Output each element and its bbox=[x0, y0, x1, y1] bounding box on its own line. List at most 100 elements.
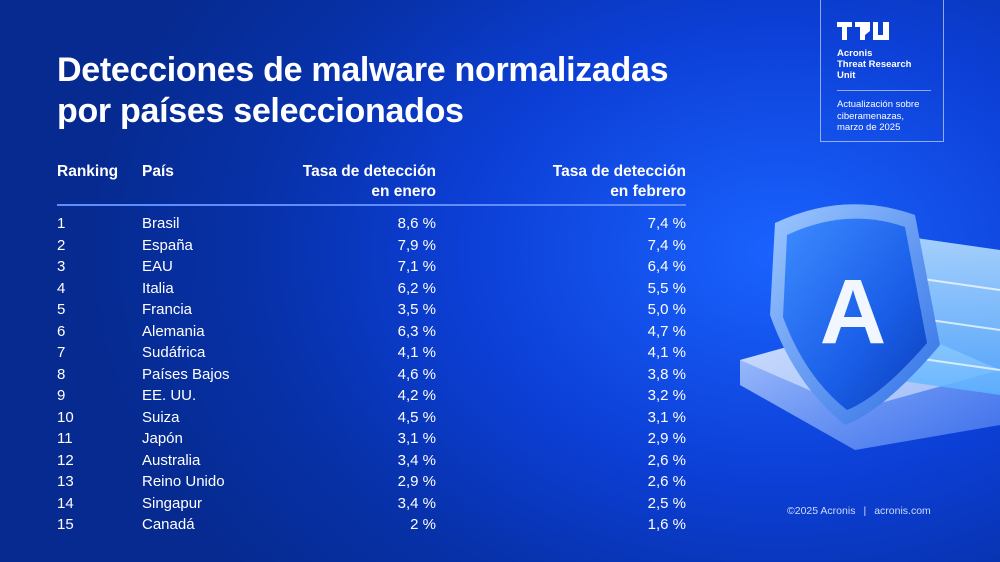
table-header: Ranking País Tasa de detección en enero … bbox=[57, 162, 686, 206]
footer-site-link[interactable]: acronis.com bbox=[874, 505, 931, 517]
cell-country: Países Bajos bbox=[142, 365, 230, 383]
detection-table: Ranking País Tasa de detección en enero … bbox=[57, 162, 686, 536]
cell-february: 2,6 % bbox=[647, 473, 686, 490]
header-february: Tasa de detección en febrero bbox=[436, 162, 686, 204]
cell-february: 5,5 % bbox=[647, 279, 686, 297]
table-row: 9 EE. UU. 4,2 % 3,2 % bbox=[57, 385, 686, 407]
cell-january: 2,9 % bbox=[397, 473, 436, 490]
cell-february: 3,2 % bbox=[647, 387, 686, 404]
cell-rank: 12 bbox=[57, 451, 74, 469]
cell-country: Japón bbox=[142, 430, 183, 447]
cell-rank: 3 bbox=[57, 258, 66, 275]
tru-badge: Acronis Threat Research Unit Actualizaci… bbox=[820, 0, 944, 142]
header-ranking: Ranking bbox=[57, 163, 119, 180]
cell-february: 3,1 % bbox=[647, 408, 686, 426]
header-country: País bbox=[142, 163, 174, 180]
table-row: 1 Brasil 8,6 % 7,4 % bbox=[57, 213, 686, 235]
cell-rank: 7 bbox=[57, 344, 66, 361]
cell-january: 3,5 % bbox=[397, 301, 436, 318]
cell-february: 4,1 % bbox=[647, 344, 686, 361]
cell-february: 6,4 % bbox=[647, 258, 686, 275]
table-row: 2 España 7,9 % 7,4 % bbox=[57, 235, 686, 257]
title-line-2: por países seleccionados bbox=[57, 92, 464, 130]
cell-rank: 4 bbox=[57, 279, 66, 297]
table-row: 13 Reino Unido 2,9 % 2,6 % bbox=[57, 471, 686, 493]
badge-unit-line-2: Threat Research bbox=[837, 59, 912, 70]
cell-country: Francia bbox=[142, 301, 193, 318]
footer-copyright: ©2025 Acronis bbox=[787, 505, 856, 517]
cell-rank: 14 bbox=[57, 494, 74, 512]
cell-january: 4,2 % bbox=[397, 387, 436, 404]
cell-country: EE. UU. bbox=[142, 387, 197, 404]
badge-unit-line-3: Unit bbox=[837, 70, 856, 81]
cell-rank: 15 bbox=[57, 516, 74, 533]
cell-january: 6,3 % bbox=[397, 322, 436, 340]
cell-january: 6,2 % bbox=[397, 279, 436, 297]
badge-unit-name: Acronis Threat Research Unit bbox=[837, 48, 933, 81]
cell-february: 2,6 % bbox=[647, 451, 686, 469]
cell-february: 1,6 % bbox=[647, 516, 686, 533]
badge-sub-line-1: Actualización sobre bbox=[837, 99, 920, 110]
table-row: 10 Suiza 4,5 % 3,1 % bbox=[57, 407, 686, 429]
cell-january: 3,4 % bbox=[397, 451, 436, 469]
table-row: 7 Sudáfrica 4,1 % 4,1 % bbox=[57, 342, 686, 364]
cell-january: 3,4 % bbox=[397, 494, 436, 512]
badge-sub-line-2: ciberamenazas, bbox=[837, 110, 905, 122]
cell-january: 4,5 % bbox=[397, 408, 436, 426]
cell-country: Sudáfrica bbox=[142, 344, 206, 361]
cell-rank: 8 bbox=[57, 365, 66, 383]
page-title: Detecciones de malware normalizadas por … bbox=[57, 50, 757, 132]
badge-sub-line-3: marzo de 2025 bbox=[837, 122, 901, 133]
shield-letter: A bbox=[820, 261, 886, 363]
cell-country: Australia bbox=[142, 451, 201, 469]
cell-country: Brasil bbox=[142, 215, 180, 232]
header-february-line-2: en febrero bbox=[610, 183, 686, 200]
cell-country: Alemania bbox=[142, 322, 205, 340]
cell-february: 5,0 % bbox=[647, 301, 686, 318]
cell-february: 7,4 % bbox=[647, 215, 686, 232]
header-february-line-1: Tasa de detección bbox=[552, 163, 686, 180]
cell-country: Italia bbox=[142, 279, 174, 297]
cell-rank: 6 bbox=[57, 322, 66, 340]
cell-country: EAU bbox=[142, 258, 173, 275]
table-row: 4 Italia 6,2 % 5,5 % bbox=[57, 278, 686, 300]
table-row: 5 Francia 3,5 % 5,0 % bbox=[57, 299, 686, 321]
header-january: Tasa de detección en enero bbox=[282, 162, 436, 204]
cell-rank: 2 bbox=[57, 236, 66, 254]
title-line-1: Detecciones de malware normalizadas bbox=[57, 51, 669, 89]
tru-logo-icon bbox=[837, 22, 889, 40]
table-row: 14 Singapur 3,4 % 2,5 % bbox=[57, 493, 686, 515]
cell-january: 4,1 % bbox=[397, 344, 436, 361]
cell-february: 3,8 % bbox=[647, 365, 686, 383]
cell-january: 4,6 % bbox=[397, 365, 436, 383]
cell-rank: 13 bbox=[57, 473, 74, 490]
cell-january: 2 % bbox=[410, 516, 436, 533]
cell-january: 8,6 % bbox=[397, 215, 436, 232]
footer: ©2025 Acronis | acronis.com bbox=[787, 505, 931, 517]
cell-rank: 10 bbox=[57, 408, 74, 426]
cell-february: 7,4 % bbox=[647, 236, 686, 254]
cell-country: Reino Unido bbox=[142, 473, 225, 490]
table-row: 6 Alemania 6,3 % 4,7 % bbox=[57, 321, 686, 343]
cell-rank: 5 bbox=[57, 301, 66, 318]
cell-country: España bbox=[142, 236, 193, 254]
cell-rank: 9 bbox=[57, 387, 66, 404]
cell-january: 7,1 % bbox=[397, 258, 436, 275]
cell-january: 7,9 % bbox=[397, 236, 436, 254]
cell-country: Canadá bbox=[142, 516, 195, 533]
table-row: 8 Países Bajos 4,6 % 3,8 % bbox=[57, 364, 686, 386]
cell-country: Singapur bbox=[142, 494, 203, 512]
header-january-line-2: en enero bbox=[371, 183, 436, 200]
cell-february: 2,5 % bbox=[647, 494, 686, 512]
cell-february: 4,7 % bbox=[647, 322, 686, 340]
badge-subtitle: Actualización sobre ciberamenazas, marzo… bbox=[837, 99, 933, 134]
header-january-line-1: Tasa de detección bbox=[302, 163, 436, 180]
footer-separator: | bbox=[863, 505, 867, 517]
badge-divider bbox=[837, 90, 931, 91]
table-row: 11 Japón 3,1 % 2,9 % bbox=[57, 428, 686, 450]
table-row: 12 Australia 3,4 % 2,6 % bbox=[57, 450, 686, 472]
cell-country: Suiza bbox=[142, 408, 180, 426]
acronis-shield-icon: A bbox=[740, 204, 1000, 450]
table-row: 15 Canadá 2 % 1,6 % bbox=[57, 514, 686, 536]
badge-unit-line-1: Acronis bbox=[837, 48, 873, 59]
